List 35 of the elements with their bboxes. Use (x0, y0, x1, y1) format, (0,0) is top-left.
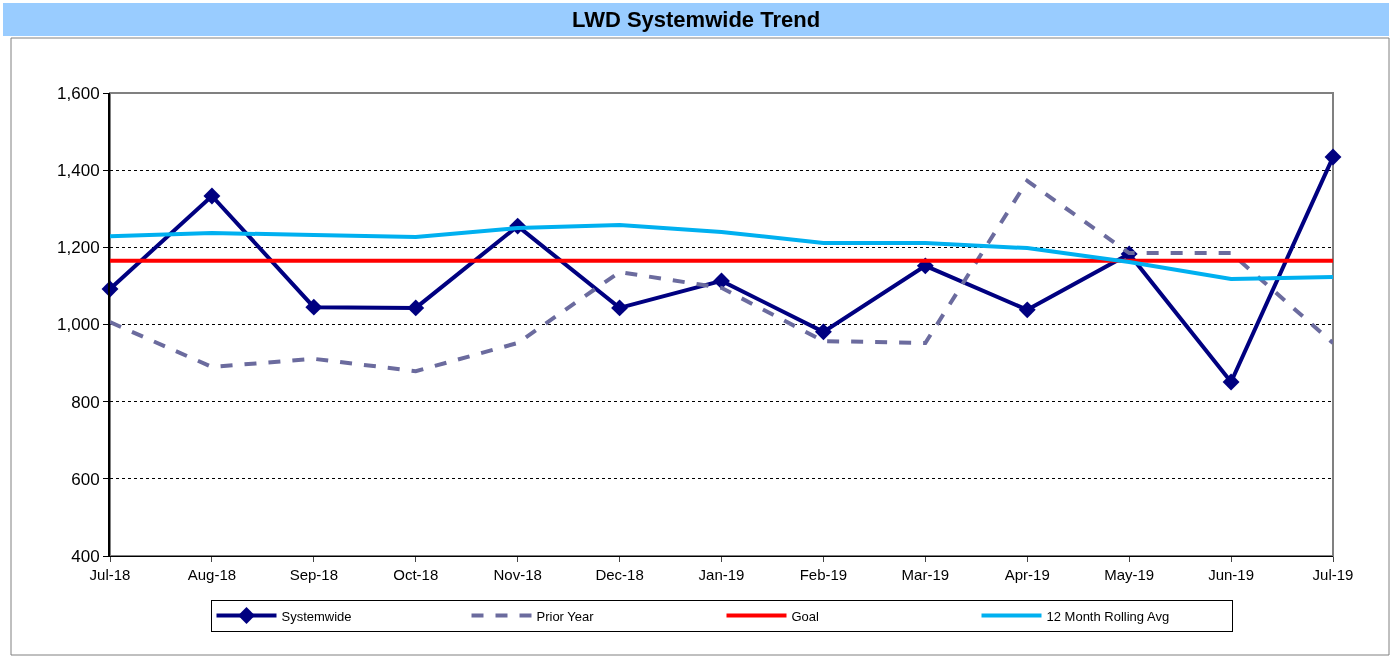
x-tick-label: Nov-18 (493, 566, 542, 583)
x-tick-label: Apr-19 (1004, 566, 1050, 583)
x-tick-label: Feb-19 (799, 566, 848, 583)
x-tick-label: Mar-19 (901, 566, 950, 583)
chart-title: LWD Systemwide Trend (571, 6, 821, 32)
x-tick-label: Oct-18 (393, 566, 439, 583)
y-tick-label: 1,000 (57, 315, 100, 335)
point (407, 299, 425, 317)
y-tick-label: 400 (71, 546, 100, 566)
x-tick-label: Jun-19 (1208, 566, 1255, 583)
x-tick-label: Jul-19 (1312, 566, 1354, 583)
point (713, 272, 730, 290)
line-series (110, 178, 1333, 374)
y-tick-label: 1,200 (57, 238, 100, 258)
x-tick-label: Dec-18 (595, 566, 644, 583)
point (611, 299, 629, 317)
x-tick-label: Jan-19 (698, 566, 745, 583)
point (203, 187, 221, 205)
x-tick-label: May-19 (1104, 566, 1155, 583)
point (814, 323, 832, 341)
y-tick-label: 1,400 (57, 161, 100, 181)
legend-label: Goal (791, 608, 820, 624)
y-tick-label: 800 (71, 392, 100, 412)
point (1324, 148, 1342, 166)
y-tick-label: 600 (71, 469, 100, 489)
point (305, 298, 323, 316)
x-tick-label: Sep-18 (289, 566, 339, 583)
y-tick-label: 1,600 (57, 83, 100, 103)
x-tick-label: Aug-18 (187, 566, 237, 583)
point (1018, 301, 1036, 319)
legend-label: Prior Year (536, 608, 595, 624)
point (1222, 373, 1240, 391)
legend-label: 12 Month Rolling Avg (1046, 608, 1170, 624)
legend-label: Systemwide (281, 608, 352, 624)
x-tick-label: Jul-18 (89, 566, 131, 583)
